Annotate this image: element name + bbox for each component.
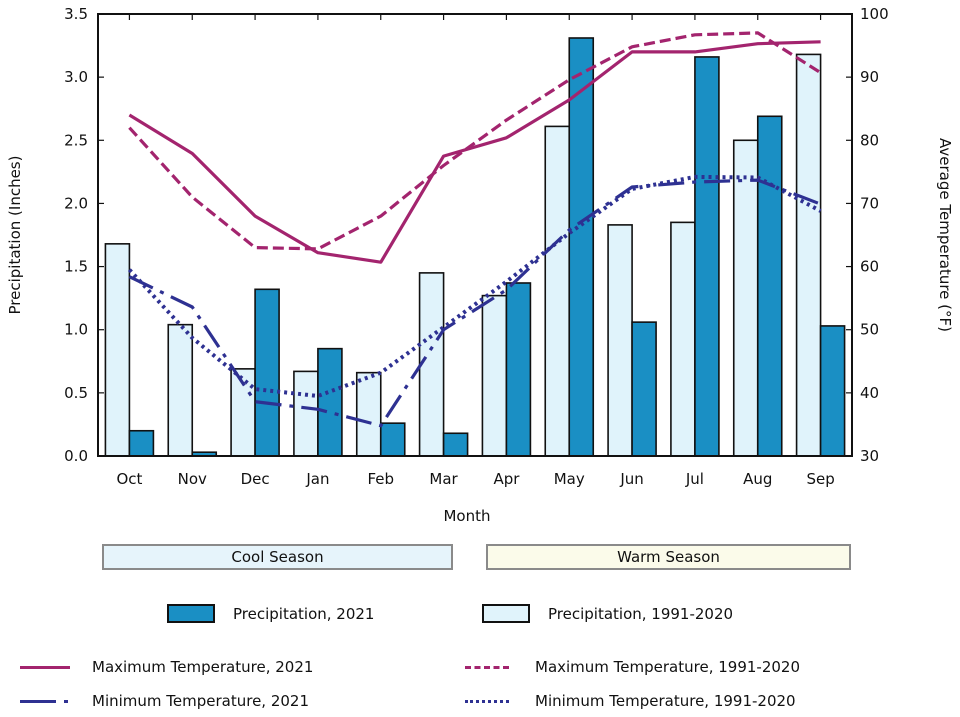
bar-precip-2021-may	[568, 37, 595, 457]
bar-precip-2021-jan	[317, 347, 343, 457]
x-tick-label-jul: Jul	[685, 470, 704, 488]
bar-precip-normal-jul	[670, 221, 696, 457]
x-axis-title: Month	[443, 507, 490, 525]
x-tick-label-mar: Mar	[429, 470, 458, 488]
legend-precip-2021: Precipitation, 2021	[167, 604, 374, 623]
y-tick-label: 0.5	[64, 384, 88, 402]
bar-precip-normal-feb	[355, 371, 382, 457]
y-tick-label: 0.0	[64, 447, 88, 465]
bar-precip-2021-aug	[756, 115, 783, 457]
y2-tick-label: 90	[860, 68, 879, 86]
x-tick-label-nov: Nov	[178, 470, 207, 488]
bar-precip-2021-oct	[128, 429, 155, 457]
x-tick-label-oct: Oct	[116, 470, 142, 488]
legend-min-normal: Minimum Temperature, 1991-2020	[465, 692, 796, 710]
bar-precip-normal-mar	[418, 272, 445, 457]
y2-tick-label: 40	[860, 384, 879, 402]
y-tick-label: 1.0	[64, 321, 88, 339]
y2-axis-title: Average Temperature (°F)	[936, 138, 954, 332]
bar-precip-normal-apr	[481, 294, 508, 457]
legend-line-min-2021	[20, 699, 56, 703]
y-tick-label: 2.0	[64, 194, 88, 212]
legend-swatch-precip-2021	[167, 604, 215, 623]
legend-label: Minimum Temperature, 2021	[92, 692, 310, 710]
y2-tick-label: 50	[860, 321, 879, 339]
bar-precip-2021-sep	[819, 325, 846, 457]
y-tick-label: 1.5	[64, 258, 88, 276]
legend-label: Maximum Temperature, 2021	[92, 658, 314, 676]
bar-precip-2021-apr	[505, 282, 532, 457]
legend-label: Precipitation, 2021	[233, 604, 375, 623]
y2-tick-label: 30	[860, 447, 879, 465]
bar-precip-normal-jun	[607, 224, 633, 457]
plot-frame	[97, 13, 853, 457]
warm-season-band: Warm Season	[486, 544, 851, 570]
x-tick-label-dec: Dec	[241, 470, 270, 488]
y-tick-label: 2.5	[64, 131, 88, 149]
bar-precip-normal-sep	[795, 53, 822, 457]
bar-precip-normal-may	[544, 125, 571, 457]
bar-precip-2021-dec	[254, 288, 280, 457]
bar-precip-normal-jan	[293, 370, 319, 457]
y-tick-label: 3.5	[64, 5, 88, 23]
legend-max-normal: Maximum Temperature, 1991-2020	[465, 658, 800, 676]
y2-tick-label: 100	[860, 5, 889, 23]
lines-layer	[127, 31, 822, 428]
bar-precip-2021-mar	[442, 432, 469, 457]
x-tick-label-jun: Jun	[619, 470, 643, 488]
legend-label: Minimum Temperature, 1991-2020	[535, 692, 796, 710]
bar-precip-2021-jun	[631, 321, 657, 457]
axes-layer: 0.0 0.5 1.0 1.5 2.0 2.5 3.0 3.5 30 40 50 60 70 80 90 10…	[64, 5, 889, 488]
x-tick-label-apr: Apr	[493, 470, 520, 488]
legend-label: Maximum Temperature, 1991-2020	[535, 658, 800, 676]
x-tick-label-jan: Jan	[305, 470, 329, 488]
legend-swatch-precip-normal	[482, 604, 530, 623]
legend-max-2021: Maximum Temperature, 2021	[20, 658, 313, 676]
legend-line-min-normal	[465, 699, 509, 703]
cool-season-band: Cool Season	[102, 544, 453, 570]
line-minimum-temperature-2021	[128, 178, 822, 428]
legend-line-max-2021	[20, 665, 70, 669]
bar-precip-2021-feb	[379, 422, 406, 457]
bar-precip-normal-aug	[732, 139, 759, 457]
x-tick-label-may: May	[554, 470, 585, 488]
x-tick-label-feb: Feb	[367, 470, 394, 488]
line-maximum-temperature-1991-2020	[128, 31, 822, 251]
legend-label: Precipitation, 1991-2020	[548, 604, 734, 623]
x-tick-label-sep: Sep	[806, 470, 834, 488]
y-axis-title: Precipitation (Inches)	[6, 156, 24, 315]
y2-tick-label: 60	[860, 258, 879, 276]
legend-line-max-normal	[465, 665, 509, 669]
line-maximum-temperature-2021	[128, 40, 821, 264]
x-tick-label-aug: Aug	[743, 470, 772, 488]
bar-precip-normal-nov	[167, 323, 194, 457]
bar-precip-normal-oct	[104, 243, 131, 457]
y2-tick-label: 70	[860, 194, 879, 212]
line-minimum-temperature-1991-2020	[127, 174, 822, 398]
bars-layer	[104, 37, 846, 457]
bar-precip-2021-jul	[694, 56, 720, 457]
legend-min-2021: Minimum Temperature, 2021	[20, 692, 309, 710]
y2-tick-label: 80	[860, 131, 879, 149]
legend-precip-normal: Precipitation, 1991-2020	[482, 604, 733, 623]
legend-dot	[64, 699, 68, 703]
y-tick-label: 3.0	[64, 68, 88, 86]
